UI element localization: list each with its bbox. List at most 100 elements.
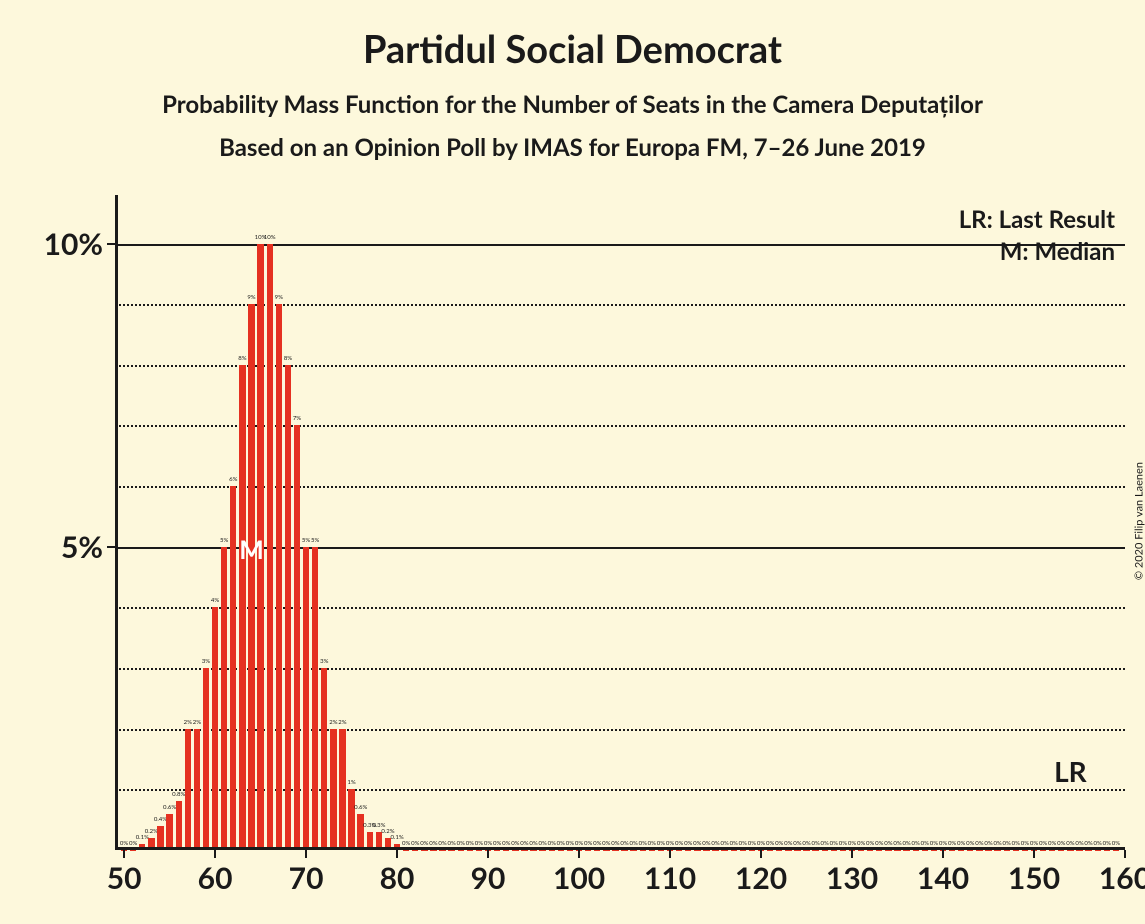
bar-value-label: 3% [202, 658, 210, 665]
x-tick-label: 90 [471, 860, 506, 896]
bar-value-label: 0.6% [354, 804, 367, 811]
bar-value-label: 0% [538, 840, 546, 847]
x-tick [123, 850, 125, 858]
x-tick-label: 120 [735, 860, 787, 896]
bar-value-label: 0% [602, 840, 610, 847]
bar: 9% [248, 304, 254, 850]
x-tick [578, 850, 580, 858]
x-axis [115, 847, 1125, 850]
bar-value-label: 0% [120, 840, 128, 847]
legend-m: M: Median [1000, 237, 1115, 266]
chart-subtitle-1: Probability Mass Function for the Number… [0, 90, 1145, 119]
x-tick [214, 850, 216, 858]
bar-value-label: 0% [893, 840, 901, 847]
bar-value-label: 0% [1075, 840, 1083, 847]
bar-value-label: 0% [902, 840, 910, 847]
bar-value-label: 0% [975, 840, 983, 847]
bar-value-label: 2% [184, 719, 192, 726]
bar: 0.6% [357, 814, 363, 850]
bar: 10% [267, 244, 273, 850]
bar-value-label: 0% [1021, 840, 1029, 847]
x-tick-label: 50 [107, 860, 142, 896]
bar-value-label: 0% [657, 840, 665, 847]
y-tick [107, 243, 115, 245]
x-tick [305, 850, 307, 858]
bar-value-label: 0% [575, 840, 583, 847]
median-marker: M [239, 533, 264, 565]
bar: 8% [285, 365, 291, 850]
bar-value-label: 7% [293, 415, 301, 422]
x-tick-label: 160 [1099, 860, 1145, 896]
bar-value-label: 0% [1103, 840, 1111, 847]
bar: 6% [230, 486, 236, 850]
bar: 5% [312, 547, 318, 850]
x-tick-label: 150 [1008, 860, 1060, 896]
x-tick-label: 110 [644, 860, 696, 896]
bar-value-label: 0% [811, 840, 819, 847]
chart-title: Partidul Social Democrat [0, 26, 1145, 72]
bar-value-label: 0% [775, 840, 783, 847]
bar-value-label: 2% [338, 719, 346, 726]
x-tick-label: 70 [289, 860, 324, 896]
bar-value-label: 8% [238, 355, 246, 362]
bar: 3% [321, 668, 327, 850]
bar-value-label: 3% [320, 658, 328, 665]
bar-value-label: 0% [939, 840, 947, 847]
bar: 0.6% [166, 814, 172, 850]
bar-value-label: 0% [1084, 840, 1092, 847]
bar-value-label: 0% [802, 840, 810, 847]
bar-value-label: 0% [839, 840, 847, 847]
x-tick-label: 130 [826, 860, 878, 896]
bar: 7% [294, 425, 300, 850]
bar: 2% [339, 729, 345, 850]
bar-value-label: 0% [984, 840, 992, 847]
bar-value-label: 5% [311, 537, 319, 544]
bar-value-label: 0.4% [154, 816, 167, 823]
bar-value-label: 0% [1039, 840, 1047, 847]
bar-value-label: 0% [912, 840, 920, 847]
bar-value-label: 0% [711, 840, 719, 847]
x-tick-label: 140 [917, 860, 969, 896]
bar-value-label: 0% [457, 840, 465, 847]
bar-value-label: 0% [511, 840, 519, 847]
bar-value-label: 4% [211, 597, 219, 604]
bar-value-label: 0% [1066, 840, 1074, 847]
bar-value-label: 10% [264, 234, 276, 241]
bar-value-label: 0% [420, 840, 428, 847]
x-tick-label: 100 [553, 860, 605, 896]
x-tick-label: 80 [380, 860, 415, 896]
bar: 9% [276, 304, 282, 850]
bar-value-label: 0% [1048, 840, 1056, 847]
bar-value-label: 0% [702, 840, 710, 847]
bar-value-label: 0.6% [163, 804, 176, 811]
bar: 2% [194, 729, 200, 850]
bar-value-label: 0% [748, 840, 756, 847]
bar: 2% [185, 729, 191, 850]
bar-value-label: 0% [639, 840, 647, 847]
bar-value-label: 8% [284, 355, 292, 362]
bar: 1% [348, 789, 354, 850]
bar-value-label: 0.8% [172, 791, 185, 798]
bar-value-label: 5% [302, 537, 310, 544]
bar-value-label: 0% [966, 840, 974, 847]
x-tick [851, 850, 853, 858]
y-tick-label: 10% [44, 226, 103, 262]
bar-value-label: 0% [593, 840, 601, 847]
bar-value-label: 0% [766, 840, 774, 847]
last-result-marker: LR [1054, 754, 1087, 788]
bar-value-label: 0% [402, 840, 410, 847]
x-tick [669, 850, 671, 858]
bar-value-label: 0% [720, 840, 728, 847]
bar-value-label: 0% [857, 840, 865, 847]
bar-value-label: 0% [620, 840, 628, 847]
x-tick [1033, 850, 1035, 858]
bar-value-label: 0% [475, 840, 483, 847]
bar-value-label: 0% [875, 840, 883, 847]
bar-value-label: 0% [502, 840, 510, 847]
bar-value-label: 0% [684, 840, 692, 847]
bar-value-label: 0% [629, 840, 637, 847]
bar-value-label: 0% [429, 840, 437, 847]
bar-value-label: 0% [1003, 840, 1011, 847]
bar: 4% [212, 607, 218, 850]
legend-lr: LR: Last Result [959, 205, 1115, 234]
